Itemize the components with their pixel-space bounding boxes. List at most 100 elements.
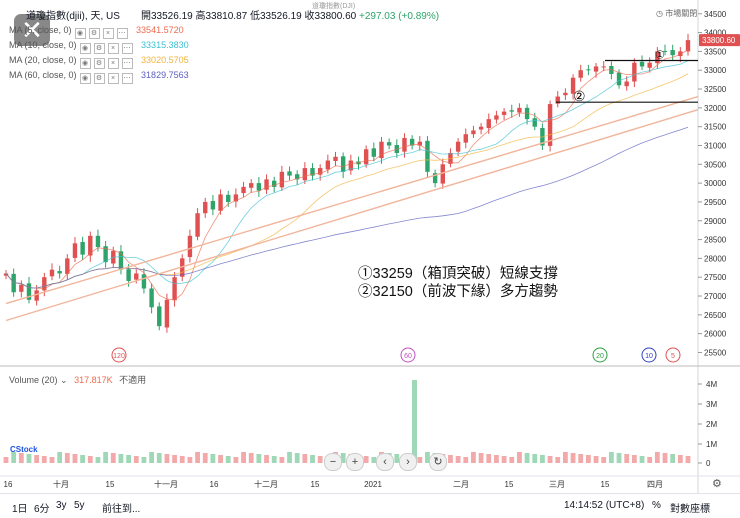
x-tick-label: 16	[210, 480, 219, 489]
more-icon[interactable]: ⋯	[121, 58, 133, 69]
y-tick-label: 29500	[704, 198, 727, 207]
candle-body	[363, 149, 369, 165]
close-icon[interactable]: ×	[107, 58, 119, 69]
eye-icon[interactable]: ◉	[79, 73, 91, 84]
candle-body	[578, 70, 583, 78]
trendline	[5, 95, 699, 305]
ma-line	[5, 49, 689, 301]
volume-bar	[218, 455, 223, 463]
volume-bar	[279, 457, 285, 463]
volume-bar	[578, 454, 584, 463]
legend-ma60[interactable]: MA (60, close, 0) ◉ ⚙ × ⋯ 31829.7563	[9, 70, 189, 84]
close-icon[interactable]: ×	[107, 73, 119, 84]
ma-badge	[665, 347, 681, 363]
settings-icon[interactable]: ⚙	[93, 73, 105, 84]
settings-icon[interactable]: ⚙	[88, 28, 100, 39]
ma-line	[5, 60, 689, 289]
close-icon[interactable]: ×	[102, 28, 114, 39]
volume-bar	[302, 454, 308, 463]
y-tick-label: 28500	[704, 236, 727, 245]
volume-bar	[133, 456, 139, 463]
candle-body	[570, 77, 576, 94]
volume-bar	[471, 452, 476, 463]
candle-body	[409, 138, 415, 146]
candle-body	[340, 156, 346, 172]
legend-ma20[interactable]: MA (20, close, 0) ◉ ⚙ × ⋯ 33020.5705	[9, 55, 189, 69]
volume-bar	[540, 455, 545, 463]
candle-body	[180, 258, 185, 277]
x-tick-label: 15	[106, 480, 115, 489]
volume-bar	[608, 452, 614, 463]
legend-ma10[interactable]: MA (10, close, 0) ◉ ⚙ × ⋯ 33315.3830	[9, 40, 189, 54]
x-tick-label: 15	[601, 480, 610, 489]
settings-icon[interactable]: ⚙	[93, 43, 105, 54]
more-icon[interactable]: ⋯	[116, 28, 128, 39]
goto-date-button[interactable]: 前往到...	[102, 504, 141, 515]
candle-body	[272, 180, 277, 187]
eye-icon[interactable]: ◉	[79, 43, 91, 54]
chevron-down-icon[interactable]: ⌄	[60, 375, 68, 385]
volume-bar	[593, 456, 599, 463]
candle-body	[379, 141, 384, 159]
candle-body	[57, 271, 62, 274]
range-5y[interactable]: 5y	[74, 500, 85, 511]
scroll-left-button[interactable]: ‹	[376, 453, 394, 471]
candle-body	[233, 194, 239, 202]
candle-body	[655, 51, 660, 64]
scroll-right-button[interactable]: ›	[399, 453, 417, 471]
candle-body	[279, 171, 285, 188]
volume-bar	[532, 454, 538, 463]
percent-toggle[interactable]: %	[652, 500, 661, 511]
close-icon[interactable]: ×	[107, 43, 119, 54]
volume-bar	[3, 457, 9, 463]
volume-bar	[172, 455, 177, 463]
candle-body	[80, 241, 85, 255]
y-tick-label: 30000	[704, 179, 727, 188]
x-tick-label: 十二月	[254, 479, 278, 489]
zoom-out-button[interactable]: −	[324, 453, 342, 471]
volume-bar	[195, 452, 200, 463]
volume-bar	[34, 455, 40, 463]
volume-bar	[509, 457, 515, 463]
candle-body	[210, 201, 216, 210]
range-1d[interactable]: 1日	[12, 504, 28, 515]
candle-body	[624, 81, 629, 87]
range-6m[interactable]: 6分	[34, 504, 50, 515]
zoom-in-button[interactable]: +	[346, 453, 364, 471]
price-tag-label: 33800.60	[702, 36, 736, 45]
more-icon[interactable]: ⋯	[121, 73, 133, 84]
candle-body	[425, 140, 430, 172]
ma-badge	[400, 347, 416, 363]
volume-bar	[241, 452, 246, 463]
candle-body	[34, 290, 39, 301]
volume-bar	[601, 457, 607, 463]
support-marker-2: ②	[573, 88, 586, 104]
candle-body	[417, 141, 422, 146]
legend-volume[interactable]: Volume (20) ⌄ 317.817K 不適用	[9, 375, 147, 385]
eye-icon[interactable]: ◉	[74, 28, 86, 39]
volume-bar	[494, 455, 499, 463]
change-value: +297.03 (+0.89%)	[359, 11, 440, 22]
range-3y[interactable]: 3y	[56, 500, 67, 511]
candle-body	[157, 306, 162, 327]
volume-bar	[363, 456, 369, 463]
close-button[interactable]: ✕	[14, 14, 50, 46]
reset-chart-button[interactable]: ↻	[429, 453, 447, 471]
volume-tick-label: 1M	[706, 440, 717, 449]
volume-bar	[103, 452, 109, 463]
volume-bar	[49, 457, 55, 463]
annotation-line-2: ②32150（前波下緣）多方趨勢	[358, 284, 558, 300]
eye-icon[interactable]: ◉	[79, 58, 91, 69]
more-icon[interactable]: ⋯	[121, 43, 133, 54]
log-scale-toggle[interactable]: 對數座標	[670, 504, 710, 515]
candle-body	[455, 141, 461, 152]
candle-body	[532, 118, 537, 127]
candle-body	[149, 288, 154, 308]
settings-icon[interactable]: ⚙	[93, 58, 105, 69]
volume-bar	[225, 456, 231, 463]
legend-ma5[interactable]: MA (5, close, 0) ◉ ⚙ × ⋯ 33541.5720	[9, 25, 184, 39]
y-tick-label: 27000	[704, 292, 727, 301]
y-tick-label: 26000	[704, 330, 727, 339]
clock-icon: ◷	[656, 9, 663, 18]
